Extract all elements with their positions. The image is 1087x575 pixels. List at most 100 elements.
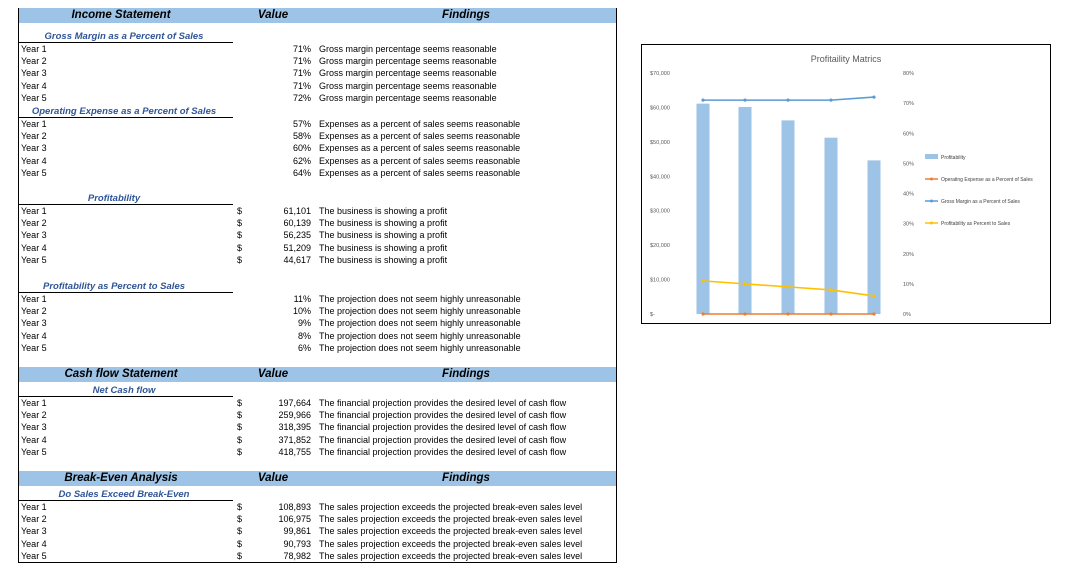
row-value: 11% xyxy=(293,294,311,304)
row-finding: Expenses as a percent of sales seems rea… xyxy=(319,143,521,154)
right-axis-tick: 80% xyxy=(903,71,914,77)
row-label: Year 2 xyxy=(21,410,47,421)
group-title: Gross Margin as a Percent of Sales xyxy=(44,31,204,42)
table-row: Year 2 $60,139 The business is showing a p… xyxy=(19,217,616,229)
group-underline xyxy=(19,292,233,293)
chart-svg: Profitaility Matrics $- $10,000 $20,000 $30,… xyxy=(650,54,1033,318)
right-axis-tick: 50% xyxy=(903,161,914,167)
row-value: 60,139 xyxy=(283,218,311,229)
section-header: Income Statement Value Findings xyxy=(19,8,616,23)
row-value: 108,893 xyxy=(278,502,311,512)
currency-symbol: $ xyxy=(237,218,243,229)
row-label: Year 2 xyxy=(21,306,47,317)
row-value: 62% xyxy=(292,155,311,166)
left-axis-tick: $30,000 xyxy=(650,209,670,215)
left-axis-tick: $60,000 xyxy=(650,105,670,111)
currency-symbol: $ xyxy=(237,514,243,525)
row-finding: Gross margin percentage seems reasonable xyxy=(319,68,497,79)
series-marker xyxy=(872,294,876,298)
group-underline xyxy=(19,204,233,205)
row-value: 61,101 xyxy=(283,206,311,216)
currency-symbol: $ xyxy=(237,398,243,408)
row-finding: The financial projection provides the de… xyxy=(319,446,567,457)
right-axis-tick: 30% xyxy=(903,222,914,228)
table-row: Year 5 6% The projection does not seem hig… xyxy=(19,342,616,354)
group-underline xyxy=(19,396,233,397)
table-row: Year 1 $108,893 The sales projection excee… xyxy=(19,501,616,513)
row-label: Year 1 xyxy=(21,502,47,512)
row-finding: The sales projection exceeds the project… xyxy=(319,514,583,525)
currency-symbol: $ xyxy=(237,242,243,253)
row-label: Year 2 xyxy=(21,131,47,142)
row-finding: Expenses as a percent of sales seems rea… xyxy=(319,131,521,142)
table-row: Year 4 8% The projection does not seem hig… xyxy=(19,330,616,342)
row-finding: The business is showing a profit xyxy=(319,218,448,229)
right-axis-tick: 70% xyxy=(903,101,914,107)
currency-symbol: $ xyxy=(237,502,243,512)
table-row: Year 2 $106,975 The sales projection excee… xyxy=(19,513,616,525)
row-label: Year 4 xyxy=(21,538,47,549)
row-value: 418,755 xyxy=(278,446,311,457)
currency-symbol: $ xyxy=(237,230,243,241)
table-row: Year 3 60% Expenses as a percent of sales … xyxy=(19,142,616,154)
table-row: Year 2 71% Gross margin percentage seems r… xyxy=(19,55,616,67)
row-label: Year 1 xyxy=(21,44,47,54)
row-label: Year 1 xyxy=(21,294,47,304)
left-axis-tick: $70,000 xyxy=(650,71,670,77)
row-value: 71% xyxy=(292,68,311,79)
row-label: Year 3 xyxy=(21,68,47,79)
row-finding: The business is showing a profit xyxy=(319,254,448,265)
row-value: 64% xyxy=(292,167,311,178)
row-value: 57% xyxy=(292,119,311,129)
row-value: 259,966 xyxy=(278,410,311,421)
table-row: Year 3 $56,235 The business is showing a p… xyxy=(19,229,616,241)
row-label: Year 4 xyxy=(21,330,47,341)
row-label: Year 2 xyxy=(21,218,47,229)
legend-label-gross-margin: Gross Margin as a Percent of Sales xyxy=(941,199,1020,205)
currency-symbol: $ xyxy=(237,538,243,549)
table-row: Year 2 10% The projection does not seem hi… xyxy=(19,305,616,317)
row-value: 71% xyxy=(292,44,311,54)
row-finding: The sales projection exceeds the project… xyxy=(319,538,583,549)
row-value: 71% xyxy=(292,56,311,67)
profitability-chart: Profitaility Matrics $- $10,000 $20,000 $30,… xyxy=(641,44,1051,324)
currency-symbol: $ xyxy=(237,422,243,433)
row-label: Year 5 xyxy=(21,254,47,265)
table-row: Year 3 71% Gross margin percentage seems r… xyxy=(19,67,616,79)
row-finding: Gross margin percentage seems reasonable xyxy=(319,44,497,54)
currency-symbol: $ xyxy=(237,550,243,561)
row-label: Year 5 xyxy=(21,92,47,103)
currency-symbol: $ xyxy=(237,254,243,265)
row-value: 197,664 xyxy=(278,398,311,408)
row-value: 6% xyxy=(297,342,311,353)
table-row: Year 5 $418,755 The financial projection p… xyxy=(19,446,616,458)
findings-column-header: Findings xyxy=(442,472,490,484)
row-finding: The business is showing a profit xyxy=(319,230,448,241)
value-column-header: Value xyxy=(257,9,289,21)
row-value: 8% xyxy=(297,330,311,341)
right-axis-tick: 20% xyxy=(903,252,914,258)
table-row: Year 4 $90,793 The sales projection exceed… xyxy=(19,538,616,550)
left-axis-tick: $40,000 xyxy=(650,174,670,180)
row-label: Year 1 xyxy=(21,119,47,129)
series-marker xyxy=(786,98,790,102)
table-row: Year 2 $259,966 The financial projection p… xyxy=(19,409,616,421)
series-marker xyxy=(743,312,747,316)
row-value: 56,235 xyxy=(283,230,311,241)
row-finding: The financial projection provides the de… xyxy=(319,422,567,433)
legend-marker xyxy=(930,221,933,225)
group-title: Profitability as Percent to Sales xyxy=(42,281,186,292)
row-value: 106,975 xyxy=(278,514,311,525)
series-marker xyxy=(786,312,790,316)
profitability-bar xyxy=(738,106,752,314)
table-row: Year 5 64% Expenses as a percent of sales … xyxy=(19,167,616,179)
row-finding: The business is showing a profit xyxy=(319,206,448,216)
series-marker xyxy=(701,279,705,283)
right-axis-tick: 60% xyxy=(903,131,914,137)
row-finding: Expenses as a percent of sales seems rea… xyxy=(319,119,521,129)
row-label: Year 3 xyxy=(21,422,47,433)
section-title: Break-Even Analysis xyxy=(64,472,178,484)
left-axis-tick: $10,000 xyxy=(650,278,670,284)
profitability-bar xyxy=(696,103,710,314)
row-finding: Gross margin percentage seems reasonable xyxy=(319,56,497,67)
